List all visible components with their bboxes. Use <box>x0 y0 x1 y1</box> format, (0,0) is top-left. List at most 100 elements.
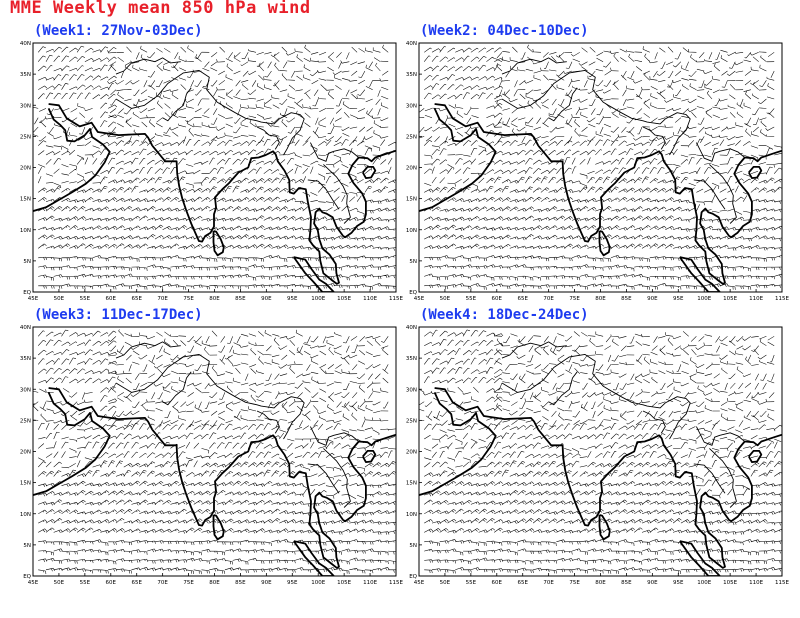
lat-tick-label: 35N <box>406 356 417 362</box>
lat-tick-label: 20N <box>406 166 417 172</box>
country-border-3 <box>162 371 192 406</box>
coastline-sumatra <box>679 540 721 576</box>
lon-tick-label: 95E <box>673 296 684 302</box>
country-border-6 <box>323 164 351 224</box>
map-frame <box>418 326 783 577</box>
lon-tick-label: 110E <box>363 296 377 302</box>
lat-tick-label: 10N <box>20 228 31 234</box>
lon-tick-label: 110E <box>749 580 763 586</box>
lon-tick-label: 100E <box>311 296 325 302</box>
country-border-1 <box>115 57 181 75</box>
lat-tick-label: 10N <box>406 512 417 518</box>
lon-tick-label: 110E <box>749 296 763 302</box>
country-border-2 <box>115 353 305 440</box>
lat-tick-label: 25N <box>20 418 31 424</box>
lon-tick-label: 75E <box>183 296 194 302</box>
lat-tick-label: EQ <box>23 574 31 580</box>
lat-tick-label: 35N <box>20 356 31 362</box>
lon-tick-label: 85E <box>235 296 246 302</box>
lon-tick-label: 95E <box>287 296 298 302</box>
lat-tick-label: 20N <box>406 450 417 456</box>
lon-tick-label: 75E <box>183 580 194 586</box>
lat-tick-label: 40N <box>20 325 31 331</box>
coastline-sri-lanka <box>598 230 611 257</box>
lon-tick-label: 50E <box>54 580 65 586</box>
lon-tick-label: 65E <box>131 296 142 302</box>
lon-tick-label: 115E <box>389 296 403 302</box>
map-panel-week1 <box>32 42 397 293</box>
coastline-iran <box>48 103 154 147</box>
lon-tick-label: 75E <box>569 296 580 302</box>
lon-tick-label: 50E <box>54 296 65 302</box>
lon-tick-label: 80E <box>595 296 606 302</box>
lon-tick-label: 65E <box>517 296 528 302</box>
lat-tick-label: EQ <box>409 290 417 296</box>
lon-tick-label: 45E <box>28 296 39 302</box>
lon-tick-label: 110E <box>363 580 377 586</box>
wind-barbs-week2 <box>419 44 782 290</box>
coastline-mainland <box>151 145 396 285</box>
coastline-sri-lanka <box>212 514 225 541</box>
country-border-6 <box>323 448 351 508</box>
lon-tick-label: 45E <box>414 580 425 586</box>
lon-tick-label: 60E <box>106 580 117 586</box>
lon-tick-label: 60E <box>492 296 503 302</box>
lat-tick-label: 15N <box>20 481 31 487</box>
coastline-arabia <box>419 392 497 496</box>
coastline-arabia <box>419 108 497 212</box>
lon-tick-label: 75E <box>569 580 580 586</box>
lon-tick-label: 115E <box>775 296 789 302</box>
panel-title-week1: (Week1: 27Nov-03Dec) <box>34 23 203 39</box>
lon-tick-label: 105E <box>337 296 351 302</box>
country-border-2 <box>501 69 691 156</box>
coastline-arabia <box>33 108 111 212</box>
lon-tick-label: 100E <box>697 580 711 586</box>
coastline-sri-lanka <box>212 230 225 257</box>
country-border-3 <box>548 87 578 122</box>
lat-tick-label: 20N <box>20 450 31 456</box>
lon-tick-label: 65E <box>131 580 142 586</box>
lon-tick-label: 55E <box>80 580 91 586</box>
lon-tick-label: 115E <box>389 580 403 586</box>
country-border-1 <box>501 341 567 359</box>
lon-tick-label: 45E <box>414 296 425 302</box>
panel-title-week4: (Week4: 18Dec-24Dec) <box>420 307 589 323</box>
wind-barbs-week1 <box>33 44 396 291</box>
lon-tick-label: 90E <box>261 580 272 586</box>
lat-tick-label: 35N <box>20 72 31 78</box>
lon-tick-label: 70E <box>543 580 554 586</box>
lon-tick-label: 90E <box>261 296 272 302</box>
lon-tick-label: 115E <box>775 580 789 586</box>
lat-tick-label: 10N <box>20 512 31 518</box>
coastline-iran <box>434 387 540 431</box>
lat-tick-label: 5N <box>23 543 31 549</box>
lat-tick-label: 10N <box>406 228 417 234</box>
coastline-hainan <box>748 450 763 463</box>
lat-tick-label: 25N <box>406 418 417 424</box>
lon-tick-label: 95E <box>287 580 298 586</box>
lon-tick-label: 90E <box>647 296 658 302</box>
country-border-2 <box>501 353 691 440</box>
coastline-mainland <box>151 429 396 569</box>
coastline-mainland <box>537 145 782 285</box>
lon-tick-label: 80E <box>209 580 220 586</box>
lat-tick-label: 30N <box>20 387 31 393</box>
coastline-hainan <box>362 450 377 463</box>
coastline-iran <box>48 387 154 431</box>
lon-tick-label: 70E <box>543 296 554 302</box>
country-border-4 <box>256 410 280 434</box>
lon-tick-label: 50E <box>440 296 451 302</box>
lon-tick-label: 70E <box>157 580 168 586</box>
lon-tick-label: 65E <box>517 580 528 586</box>
lat-tick-label: 40N <box>406 325 417 331</box>
country-border-5 <box>695 142 745 162</box>
lat-tick-label: 30N <box>406 387 417 393</box>
country-border-7 <box>307 179 340 210</box>
coastline-mainland <box>537 429 782 569</box>
panel-title-week3: (Week3: 11Dec-17Dec) <box>34 307 203 323</box>
country-border-6 <box>709 164 737 224</box>
lon-tick-label: 90E <box>647 580 658 586</box>
lon-tick-label: 95E <box>673 580 684 586</box>
map-panel-week4 <box>418 326 783 577</box>
